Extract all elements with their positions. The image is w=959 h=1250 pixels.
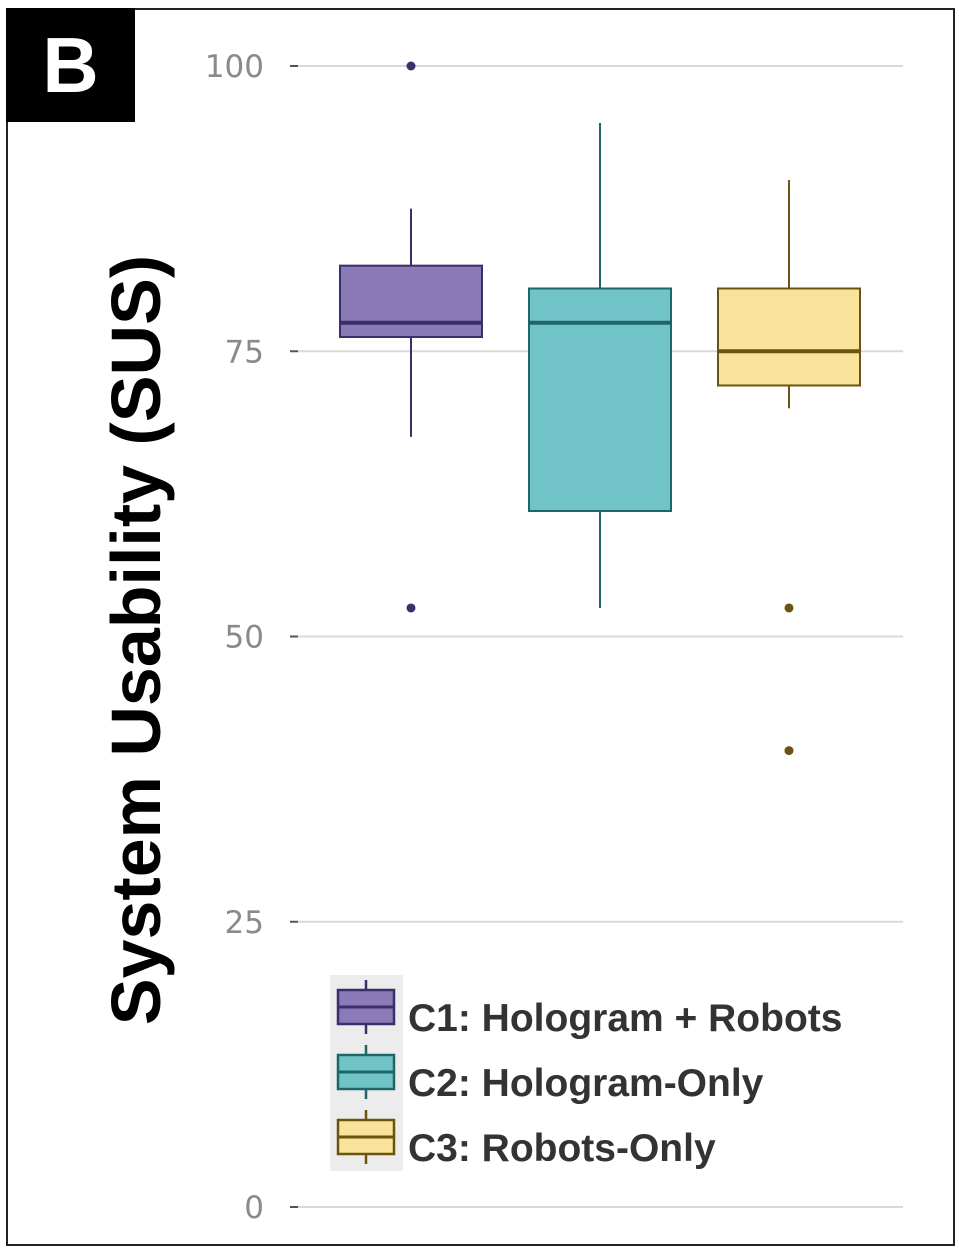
box-series — [339, 61, 861, 756]
box-group — [528, 123, 672, 608]
panel-label: B — [6, 8, 135, 122]
legend: C1: Hologram + Robots C2: Hologram-Only C3… — [330, 975, 842, 1171]
outlier-point — [784, 603, 794, 613]
outlier-point — [406, 61, 416, 71]
y-tick-label: 100 — [205, 49, 264, 85]
box — [528, 287, 672, 512]
y-axis-label: System Usability (SUS) — [97, 255, 175, 1025]
y-tick-label: 75 — [225, 334, 264, 370]
outlier-point — [784, 746, 794, 756]
chart-frame — [6, 8, 955, 1246]
y-axis-ticks: 0 25 50 75 100 — [205, 49, 298, 1226]
box-group — [717, 180, 861, 756]
y-tick-label: 50 — [225, 620, 264, 656]
legend-label: C1: Hologram + Robots — [408, 997, 842, 1040]
legend-label: C2: Hologram-Only — [408, 1062, 764, 1105]
legend-label: C3: Robots-Only — [408, 1127, 716, 1170]
box — [717, 287, 861, 387]
outlier-point — [406, 603, 416, 613]
box — [339, 264, 483, 338]
y-tick-label: 0 — [244, 1190, 264, 1226]
box-group — [339, 61, 483, 613]
y-tick-label: 25 — [225, 905, 264, 941]
